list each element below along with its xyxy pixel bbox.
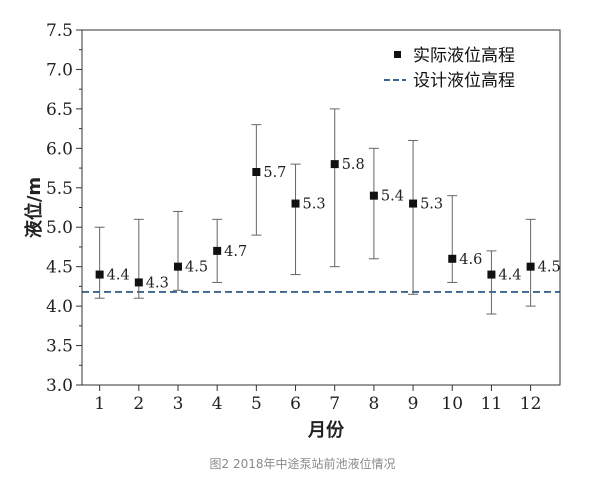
y-tick-label: 6.0	[46, 139, 73, 159]
data-point	[173, 262, 182, 271]
x-tick-label: 10	[441, 394, 463, 414]
data-point	[409, 199, 418, 208]
data-label: 4.7	[224, 244, 247, 260]
error-bars	[94, 108, 536, 315]
data-point	[448, 254, 457, 263]
data-labels: 4.4 4.3 4.5 4.7 5.7 5.3 5.8 5.4 5.3 4.6 4.4 4.5	[107, 157, 561, 291]
x-tick-label: 2	[133, 394, 144, 414]
data-point	[95, 270, 104, 279]
y-tick-label: 7.0	[46, 60, 73, 80]
x-tick-label: 9	[408, 394, 419, 414]
data-label: 5.7	[263, 165, 286, 181]
data-point	[487, 270, 496, 279]
data-label: 4.4	[498, 268, 521, 284]
x-tick-label: 8	[368, 394, 379, 414]
data-point	[252, 168, 261, 176]
data-label: 5.3	[303, 197, 326, 213]
data-point	[213, 246, 222, 255]
y-axis-ticks: 3.0 3.5 4.0 4.5 5.0 5.5 6.0 6.5 7.0 7.5	[46, 21, 82, 396]
y-tick-label: 5.0	[46, 218, 73, 238]
x-axis-ticks: 1 2 3 4 5 6 7 8 9 10 11 12	[94, 385, 541, 414]
data-label: 5.4	[381, 189, 404, 205]
y-tick-label: 3.5	[46, 337, 73, 357]
x-tick-label: 4	[212, 394, 223, 414]
data-point	[369, 191, 378, 200]
legend: 实际液位高程 设计液位高程	[384, 46, 515, 91]
data-label: 4.4	[107, 268, 130, 284]
x-tick-label: 12	[520, 394, 542, 414]
data-label: 4.5	[185, 260, 208, 276]
legend-marker-actual	[394, 51, 401, 58]
data-label: 5.3	[420, 197, 443, 213]
x-tick-label: 3	[173, 394, 184, 414]
y-tick-label: 3.0	[46, 376, 73, 396]
data-label: 5.8	[342, 157, 365, 173]
data-point	[134, 278, 143, 287]
data-point	[330, 160, 339, 169]
y-tick-label: 6.5	[46, 100, 73, 120]
x-tick-label: 5	[251, 394, 262, 414]
y-tick-label: 4.0	[46, 297, 73, 317]
y-axis-title: 液位/m	[23, 177, 45, 238]
data-label: 4.3	[146, 275, 169, 291]
data-label: 4.6	[459, 252, 482, 268]
legend-label-design: 设计液位高程	[413, 71, 515, 91]
data-point	[526, 262, 535, 271]
y-tick-label: 4.5	[46, 258, 73, 278]
x-tick-label: 6	[290, 394, 301, 414]
legend-label-actual: 实际液位高程	[413, 46, 515, 66]
data-label: 4.5	[538, 260, 561, 276]
x-tick-label: 7	[329, 394, 340, 414]
x-tick-label: 11	[481, 394, 503, 414]
data-point	[291, 199, 300, 208]
x-axis-title: 月份	[307, 419, 345, 441]
x-tick-label: 1	[94, 394, 105, 414]
figure-caption: 图2 2018年中途泵站前池液位情况	[209, 457, 396, 471]
y-tick-label: 5.5	[46, 179, 73, 199]
plot-frame	[81, 29, 561, 386]
y-tick-label: 7.5	[46, 21, 73, 41]
data-points	[95, 160, 535, 287]
